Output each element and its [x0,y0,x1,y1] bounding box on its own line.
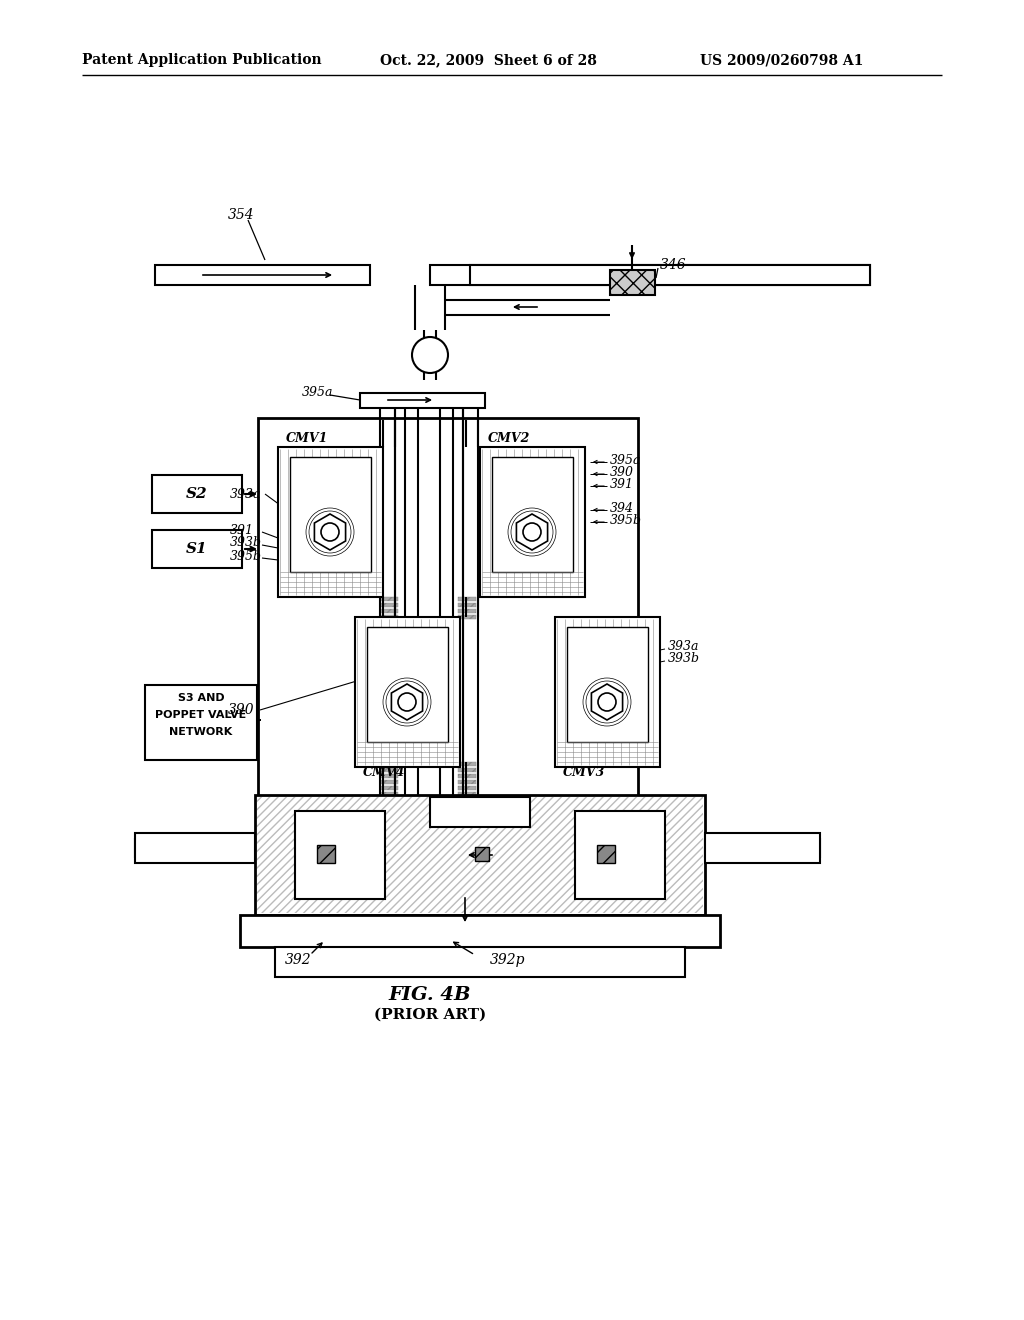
Text: US 2009/0260798 A1: US 2009/0260798 A1 [700,53,863,67]
Circle shape [321,523,339,541]
Polygon shape [516,513,548,550]
Text: 393b: 393b [230,536,262,549]
Bar [380,609,398,612]
Polygon shape [391,684,423,719]
Bar [458,780,476,784]
Bar [458,603,476,607]
Bar [492,457,573,572]
Circle shape [412,337,449,374]
Bar [470,265,870,285]
Text: S1: S1 [186,543,208,556]
Bar [380,615,398,619]
Bar [380,780,398,784]
Bar [317,845,335,863]
Bar [555,616,660,767]
Text: 394: 394 [610,502,634,515]
Bar [380,792,398,796]
Bar [240,915,720,946]
Text: 392: 392 [285,953,311,968]
Text: 391: 391 [230,524,254,536]
Bar [380,603,398,607]
Text: 395b: 395b [230,549,262,562]
Bar [475,847,489,861]
Bar [597,845,615,863]
Bar [380,785,398,789]
Text: CMV3: CMV3 [563,766,605,779]
Bar [360,393,485,408]
Text: Oct. 22, 2009  Sheet 6 of 28: Oct. 22, 2009 Sheet 6 of 28 [380,53,597,67]
Bar [155,265,370,285]
Text: POPPET VALVE: POPPET VALVE [156,710,247,719]
Text: FIG. 4B: FIG. 4B [389,986,471,1005]
Bar [610,271,655,294]
Text: 393a: 393a [230,487,261,500]
Bar [152,531,242,568]
Text: S2: S2 [186,487,208,502]
Bar [458,785,476,789]
Text: CMV1: CMV1 [286,433,329,446]
Bar [567,627,648,742]
Bar [705,833,820,863]
Bar [458,609,476,612]
Text: Patent Application Publication: Patent Application Publication [82,53,322,67]
Bar [152,475,242,513]
Bar [257,797,703,913]
Text: CMV4: CMV4 [362,766,406,779]
Bar [145,685,257,760]
Bar [295,810,385,899]
Text: 354: 354 [228,209,255,222]
Bar [458,615,476,619]
Bar [380,768,398,772]
Text: (PRIOR ART): (PRIOR ART) [374,1008,486,1022]
Bar [458,597,476,601]
Bar [355,616,460,767]
Bar [290,457,371,572]
Bar [275,946,685,977]
Text: S3 AND: S3 AND [178,693,224,704]
Bar [278,447,383,597]
Text: 395a: 395a [302,387,334,400]
Bar [480,447,585,597]
Circle shape [523,523,541,541]
Bar [575,810,665,899]
Bar [258,418,638,796]
Text: 391: 391 [610,478,634,491]
Bar [380,597,398,601]
Bar [367,627,449,742]
Bar [458,774,476,777]
Text: 393b: 393b [668,652,700,665]
Bar [458,792,476,796]
Bar [430,797,530,828]
Bar [380,774,398,777]
Text: 390: 390 [228,704,255,717]
Bar [255,795,705,915]
Text: 346: 346 [660,257,687,272]
Polygon shape [592,684,623,719]
Bar [458,768,476,772]
Text: 390: 390 [610,466,634,479]
Text: 395a: 395a [610,454,641,466]
Bar [430,265,870,285]
Bar [135,833,255,863]
Text: 392p: 392p [490,953,525,968]
Text: NETWORK: NETWORK [169,727,232,737]
Text: 395b: 395b [610,513,642,527]
Text: 393a: 393a [668,640,699,653]
Circle shape [598,693,616,711]
Circle shape [398,693,416,711]
Polygon shape [314,513,345,550]
Bar [458,762,476,766]
Text: CMV2: CMV2 [488,433,530,446]
Bar [380,762,398,766]
